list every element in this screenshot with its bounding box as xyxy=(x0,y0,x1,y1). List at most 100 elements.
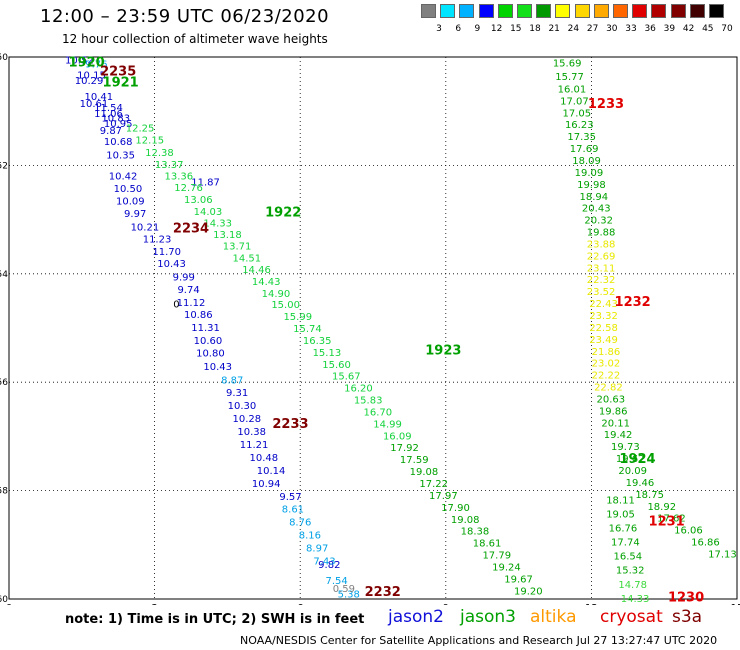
wave-height-label: 12.76 xyxy=(174,183,203,194)
x-tick-label: 3 xyxy=(151,603,157,605)
wave-height-label: 23.49 xyxy=(589,335,618,346)
wave-height-label: 10.28 xyxy=(232,414,261,425)
wave-height-label: 15.83 xyxy=(354,396,383,407)
wave-height-label: 17.22 xyxy=(419,479,448,490)
wave-height-label: 14.03 xyxy=(194,207,223,218)
wave-height-label: 14.46 xyxy=(242,265,271,276)
wave-height-label: 22.82 xyxy=(594,383,623,394)
wave-height-label: 10.52 xyxy=(65,56,94,67)
color-scale-label: 45 xyxy=(702,24,714,34)
x-tick-label: 15 xyxy=(731,603,740,605)
altimeter-plot: 0 3 6 9 12 15 -50 -52 -54 -56 -58 -60 10.52 10.15 10.4… xyxy=(0,53,740,605)
color-scale-label: 6 xyxy=(455,24,462,34)
wave-height-label: 23.88 xyxy=(587,239,616,250)
wave-height-label: 18.61 xyxy=(473,539,502,550)
wave-height-label: 10.94 xyxy=(252,479,281,490)
wave-height-label: 11.06 xyxy=(94,109,123,120)
wave-height-label: 15.60 xyxy=(322,360,351,371)
pass-time-label: 1924 xyxy=(619,452,655,467)
color-swatch xyxy=(632,4,648,18)
wave-height-label: 10.14 xyxy=(257,466,286,477)
wave-height-label: 17.59 xyxy=(400,455,429,466)
wave-height-label: 18.94 xyxy=(580,192,609,203)
wave-height-label: 19.98 xyxy=(577,180,606,191)
pass-time-label: 1923 xyxy=(425,344,461,359)
wave-height-label: 11.31 xyxy=(191,323,220,334)
wave-height-label: 10.29 xyxy=(75,76,104,87)
color-swatch xyxy=(613,4,628,18)
wave-height-label: 17.92 xyxy=(390,443,419,454)
wave-height-label: 8.97 xyxy=(306,544,328,555)
color-scale-label: 3 xyxy=(436,24,442,34)
units-note: note: 1) Time is in UTC; 2) SWH is in fe… xyxy=(65,612,365,627)
wave-height-label: 10.43 xyxy=(157,259,186,270)
wave-height-label: 16.01 xyxy=(558,84,587,95)
color-scale-label: 18 xyxy=(529,24,541,34)
wave-height-label: 10.68 xyxy=(104,137,133,148)
wave-height-label: 23.52 xyxy=(587,287,616,298)
wave-height-label: 8.76 xyxy=(289,517,311,528)
wave-height-label: 15.67 xyxy=(332,372,361,383)
wave-height-label: 10.95 xyxy=(104,119,133,130)
wave-height-label: 17.79 xyxy=(482,551,511,562)
wave-height-label: 10.83 xyxy=(101,114,130,125)
wave-height-label: 13.36 xyxy=(165,172,194,183)
wave-height-label: 10.15 xyxy=(77,70,106,81)
color-swatch xyxy=(593,4,609,18)
wave-height-label: 14.78 xyxy=(618,580,647,591)
color-scale-label: 39 xyxy=(663,24,676,34)
wave-height-label: 9.76 xyxy=(85,60,107,71)
wave-height-label: 15.77 xyxy=(555,72,584,83)
wave-height-label: 10.35 xyxy=(106,151,135,162)
color-swatch xyxy=(651,4,667,18)
color-scale-label: 12 xyxy=(490,24,503,34)
wave-height-label: 23.02 xyxy=(592,359,621,370)
color-swatch xyxy=(421,4,436,18)
pass-time-label: 2232 xyxy=(365,585,401,600)
wave-height-label: 11.54 xyxy=(94,103,123,114)
color-scale-label: 24 xyxy=(567,24,580,34)
wave-height-label: 15.99 xyxy=(283,312,312,323)
chart-title: 12:00 – 23:59 UTC 06/23/2020 xyxy=(40,6,330,27)
wave-height-label: 10.80 xyxy=(196,348,225,359)
wave-height-label: 19.05 xyxy=(606,509,635,520)
wave-height-label: 19.62 xyxy=(616,454,645,465)
pass-time-label: 1233 xyxy=(588,97,624,112)
wave-height-label: 19.42 xyxy=(604,430,633,441)
wave-height-label: 9.87 xyxy=(100,126,122,137)
wave-height-label: 14.43 xyxy=(252,277,281,288)
wave-height-label: 19.08 xyxy=(410,467,439,478)
wave-height-label: 15.69 xyxy=(553,58,582,69)
pass-time-label: 1920 xyxy=(69,55,105,70)
color-scale-label: 21 xyxy=(548,24,560,34)
wave-height-label: 14.90 xyxy=(262,289,291,300)
x-tick-label: 0 xyxy=(6,603,12,605)
pass-time-label: 1230 xyxy=(668,590,704,605)
wave-height-label: 10.38 xyxy=(237,427,266,438)
wave-height-label: 20.11 xyxy=(601,418,630,429)
wave-height-label: 14.51 xyxy=(232,254,261,265)
color-scale-label: 27 xyxy=(586,24,599,34)
color-scale-label: 9 xyxy=(474,24,481,34)
wave-height-label: 22.69 xyxy=(587,251,616,262)
x-tick-label: 9 xyxy=(443,603,449,605)
wave-height-label: 19.08 xyxy=(451,515,480,526)
color-swatch xyxy=(497,4,513,18)
wave-height-label: 19.67 xyxy=(504,574,533,585)
color-swatch xyxy=(670,4,686,18)
wave-height-label: 18.11 xyxy=(606,495,635,506)
wave-height-label: 22.22 xyxy=(592,371,621,382)
wave-height-label: 17.90 xyxy=(441,503,470,514)
wave-height-label: 17.97 xyxy=(429,491,458,502)
wave-height-label: 13.71 xyxy=(223,242,252,253)
color-swatch xyxy=(709,4,724,18)
wave-height-label: 12.38 xyxy=(145,148,174,159)
wave-height-label: 19.86 xyxy=(599,406,628,417)
y-tick-label: -60 xyxy=(0,595,8,605)
wave-height-label: 10.61 xyxy=(80,99,109,110)
wave-height-label: 11.87 xyxy=(191,178,220,189)
wave-height-label: 15.13 xyxy=(313,348,342,359)
pass-time-label: 2235 xyxy=(100,65,136,80)
color-swatch xyxy=(478,4,494,18)
y-tick-label: -50 xyxy=(0,53,8,63)
